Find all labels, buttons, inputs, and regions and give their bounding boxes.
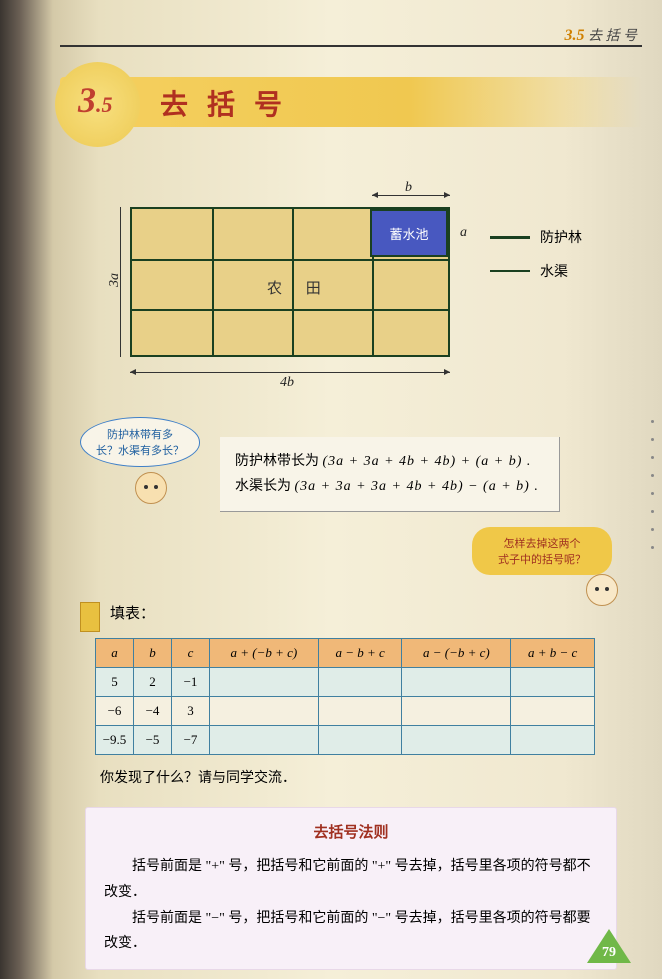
table-cell — [210, 668, 319, 697]
table-cell: −6 — [96, 697, 134, 726]
th-expr2: a − b + c — [318, 639, 402, 668]
field-diagram: b a 蓄水池 农 田 3a 4b 防护林 水渠 — [100, 187, 642, 407]
chapter-title-bar: 3.5 去 括 号 — [60, 77, 642, 127]
formula-box: 防护林带长为 (3a + 3a + 4b + 4b) + (a + b) . 水… — [220, 437, 560, 512]
table-cell — [318, 697, 402, 726]
side-tag-icon — [80, 602, 100, 632]
legend-line-thin — [490, 270, 530, 272]
binding-holes-icon — [651, 420, 654, 564]
legend-row: 防护林 — [490, 227, 582, 247]
table-cell — [511, 668, 595, 697]
formula2-math: (3a + 3a + 3a + 4b + 4b) − (a + b) . — [295, 479, 539, 494]
dim-line-3a — [120, 207, 121, 357]
table-cell: 5 — [96, 668, 134, 697]
table-cell: −7 — [172, 726, 210, 755]
formula-line-1: 防护林带长为 (3a + 3a + 4b + 4b) + (a + b) . — [235, 449, 544, 474]
table-cell — [402, 726, 511, 755]
legend-label-1: 防护林 — [540, 227, 582, 247]
header-section-sub: .5 — [573, 27, 585, 44]
pond-cell: 蓄水池 — [370, 209, 448, 257]
header-section-num: 3 — [565, 27, 573, 44]
bubble2-line1: 怎样去掉这两个 — [504, 538, 581, 550]
table-cell — [318, 726, 402, 755]
dim-label-b: b — [405, 180, 412, 196]
table-cell — [210, 726, 319, 755]
table-cell — [511, 697, 595, 726]
legend-label-2: 水渠 — [540, 261, 568, 281]
bubble2-line2: 式子中的括号呢？ — [498, 554, 586, 566]
th-expr4: a + b − c — [511, 639, 595, 668]
th-a: a — [96, 639, 134, 668]
th-c: c — [172, 639, 210, 668]
discover-prompt: 你发现了什么？请与同学交流． — [100, 767, 642, 787]
table-cell — [402, 668, 511, 697]
table-cell — [318, 668, 402, 697]
grid-hline — [132, 309, 448, 311]
legend-line-thick — [490, 236, 530, 239]
table-cell — [511, 726, 595, 755]
rule-box: 去括号法则 括号前面是 "+" 号，把括号和它前面的 "+" 号去掉，括号里各项… — [85, 807, 617, 970]
page-number: 79 — [587, 945, 631, 961]
expression-table: a b c a + (−b + c) a − b + c a − (−b + c… — [95, 638, 595, 755]
legend-row: 水渠 — [490, 261, 582, 281]
fill-label-text: 填表： — [110, 606, 155, 622]
formula1-math: (3a + 3a + 4b + 4b) + (a + b) . — [323, 454, 532, 469]
formula1-label: 防护林带长为 — [235, 454, 319, 469]
page-number-badge: 79 — [587, 929, 627, 964]
boy-face-icon — [135, 472, 175, 512]
bubble1-line1: 防护林带有多 — [107, 429, 173, 441]
table-cell: 2 — [134, 668, 172, 697]
table-cell — [402, 697, 511, 726]
table-cell: 3 — [172, 697, 210, 726]
title-text: 去 括 号 — [160, 83, 288, 123]
title-number: 3.5 — [78, 79, 113, 121]
grid-hline — [132, 259, 448, 261]
bubble1-line2: 长？水渠有多长？ — [96, 445, 184, 457]
header-breadcrumb: 3.5 去 括 号 — [565, 25, 638, 45]
table-row: −6−43 — [96, 697, 595, 726]
dim-label-a: a — [460, 225, 467, 241]
table-cell: −4 — [134, 697, 172, 726]
formula-line-2: 水渠长为 (3a + 3a + 3a + 4b + 4b) − (a + b) … — [235, 474, 544, 499]
grid-vline — [212, 209, 214, 355]
title-num-main: 3 — [78, 80, 96, 120]
diagram-legend: 防护林 水渠 — [490, 227, 582, 295]
field-label: 农 田 — [267, 277, 331, 298]
header-rule: 3.5 去 括 号 — [60, 45, 642, 47]
th-expr3: a − (−b + c) — [402, 639, 511, 668]
formula2-label: 水渠长为 — [235, 479, 291, 494]
table-cell: −9.5 — [96, 726, 134, 755]
thought-group: 防护林带有多 长？水渠有多长？ 防护林带长为 (3a + 3a + 4b + 4… — [80, 417, 642, 527]
table-cell — [210, 697, 319, 726]
thought-bubble-1: 防护林带有多 长？水渠有多长？ — [80, 417, 200, 467]
th-b: b — [134, 639, 172, 668]
table-row: 52−1 — [96, 668, 595, 697]
dim-label-4b: 4b — [280, 375, 294, 391]
table-cell: −1 — [172, 668, 210, 697]
field-grid: 蓄水池 农 田 — [130, 207, 450, 357]
rule-title: 去括号法则 — [104, 820, 598, 848]
table-header-row: a b c a + (−b + c) a − b + c a − (−b + c… — [96, 639, 595, 668]
header-section-title: 去 括 号 — [588, 29, 637, 44]
rule-p1: 括号前面是 "+" 号，把括号和它前面的 "+" 号去掉，括号里各项的符号都不改… — [104, 854, 598, 906]
table-cell: −5 — [134, 726, 172, 755]
question-bubble: 怎样去掉这两个 式子中的括号呢？ — [472, 527, 612, 575]
fill-table-label: 填表： — [110, 602, 642, 623]
rule-p2: 括号前面是 "−" 号，把括号和它前面的 "−" 号去掉，括号里各项的符号都要改… — [104, 906, 598, 958]
th-expr1: a + (−b + c) — [210, 639, 319, 668]
table-row: −9.5−5−7 — [96, 726, 595, 755]
dim-line-4b — [130, 372, 450, 373]
title-num-sub: .5 — [96, 92, 113, 117]
